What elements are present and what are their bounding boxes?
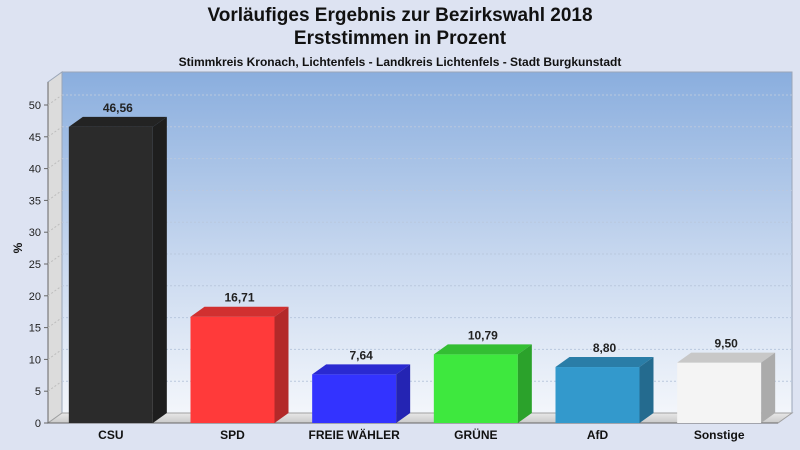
bar-sonstige[interactable] [677, 352, 776, 423]
data-label: 46,56 [103, 101, 133, 115]
chart-header: Vorläufiges Ergebnis zur Bezirkswahl 201… [0, 0, 800, 69]
data-label: 8,80 [593, 341, 617, 355]
gridline-side [47, 158, 63, 170]
bar-top [68, 116, 167, 127]
bar-top [312, 364, 411, 375]
data-label: 16,71 [224, 291, 254, 305]
bar-front [433, 354, 518, 423]
gridline-side [47, 94, 63, 106]
chart-subtitle: Erststimmen in Prozent [293, 28, 507, 49]
gridline-side [47, 348, 63, 360]
bar-grüne[interactable] [433, 344, 532, 423]
bar-side [761, 352, 776, 423]
gridline-side [47, 380, 63, 392]
bar-front [312, 374, 397, 423]
x-tick-label: Sonstige [694, 428, 745, 442]
bar-csu[interactable] [68, 116, 167, 423]
y-tick-label: 10 [29, 354, 41, 366]
y-tick-label: 35 [29, 195, 41, 207]
bar-top [433, 344, 532, 355]
x-tick-label: GRÜNE [454, 427, 497, 442]
y-axis-label: % [11, 242, 25, 253]
gridline-side [47, 317, 63, 329]
y-tick-label: 40 [29, 164, 41, 176]
bar-side [152, 116, 167, 423]
y-tick-label: 5 [35, 386, 41, 398]
data-label: 7,64 [349, 348, 373, 362]
y-tick-label: 25 [29, 259, 41, 271]
data-label: 10,79 [468, 328, 498, 342]
bar-front [677, 362, 762, 423]
bar-front [555, 367, 640, 423]
bar-side [517, 344, 532, 423]
chart-title: Vorläufiges Ergebnis zur Bezirkswahl 201… [207, 5, 593, 26]
gridline-side [47, 253, 63, 265]
x-tick-label: SPD [220, 428, 245, 442]
gridline-side [47, 285, 63, 297]
y-tick-label: 30 [29, 227, 41, 239]
x-tick-label: CSU [98, 428, 123, 442]
bar-side [639, 357, 654, 423]
bar-side [274, 306, 289, 423]
bar-front [190, 316, 275, 423]
bar-side [396, 364, 411, 423]
chart-caption: Stimmkreis Kronach, Lichtenfels - Landkr… [178, 55, 622, 69]
x-tick-label: AfD [587, 428, 609, 442]
y-tick-label: 45 [29, 132, 41, 144]
bar-top [555, 357, 654, 368]
bar-spd[interactable] [190, 306, 289, 423]
bar-top [677, 352, 776, 363]
bar-front [68, 126, 153, 423]
bar-top [190, 306, 289, 317]
y-tick-label: 50 [29, 100, 41, 112]
data-label: 9,50 [714, 337, 738, 351]
plot-back-wall [61, 71, 793, 414]
y-tick-label: 20 [29, 291, 41, 303]
bar-afd[interactable] [555, 357, 654, 423]
gridline-side [47, 126, 63, 138]
plot-side-wall [47, 71, 63, 424]
y-tick-label: 0 [35, 418, 41, 430]
x-tick-label: FREIE WÄHLER [308, 427, 400, 442]
gridline-side [47, 221, 63, 233]
bar-freie-wähler[interactable] [312, 364, 411, 423]
y-tick-label: 15 [29, 323, 41, 335]
gridline-side [47, 189, 63, 201]
